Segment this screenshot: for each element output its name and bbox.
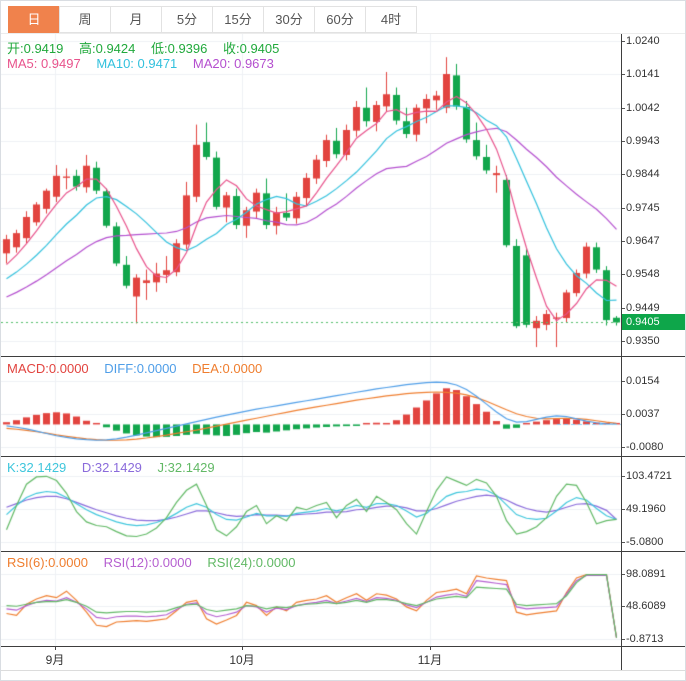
y-axis-label: 0.9943: [621, 135, 660, 147]
j-value: J:32.1429: [157, 460, 215, 475]
x-axis-tick: [55, 646, 56, 650]
current-price-tag: 0.9405: [622, 314, 685, 330]
macd-legend: MACD:0.0000 DIFF:0.0000 DEA:0.0000: [7, 361, 274, 376]
panel-divider: [1, 356, 685, 357]
tab-4hour[interactable]: 4时: [365, 6, 417, 33]
ohlc-legend: 开:0.9419 高:0.9424 低:0.9396 收:0.9405: [7, 38, 291, 57]
y-axis-label: -0.0080: [620, 441, 664, 453]
ma-legend: MA5: 0.9497 MA10: 0.9471 MA20: 0.9673: [7, 56, 286, 71]
candlestick-chart[interactable]: [1, 34, 621, 356]
y-axis-label: 48.6089: [621, 600, 666, 612]
x-axis-tick: [242, 646, 243, 650]
rsi-chart[interactable]: [1, 552, 621, 646]
y-axis-label: 98.0891: [621, 568, 666, 580]
tab-month[interactable]: 月: [110, 6, 162, 33]
widget-bottom-border: [1, 670, 685, 671]
y-axis-line: [621, 34, 622, 670]
y-axis-label: 0.0154: [621, 375, 660, 387]
low-value: 低:0.9396: [151, 41, 208, 56]
y-axis-label: 0.9449: [621, 302, 660, 314]
y-axis-label: 49.1960: [621, 503, 666, 515]
y-axis-label: 0.0037: [621, 408, 660, 420]
y-axis-label: 1.0042: [621, 102, 660, 114]
ma10-value: MA10: 0.9471: [96, 56, 178, 71]
ma20-value: MA20: 0.9673: [192, 56, 274, 71]
close-value: 收:0.9405: [223, 41, 280, 56]
timeframe-toolbar: 日 周 月 5分 15分 30分 60分 4时: [8, 6, 417, 33]
y-axis-label: 0.9844: [621, 168, 660, 180]
tab-week[interactable]: 周: [59, 6, 111, 33]
y-axis-label: 103.4721: [621, 470, 672, 482]
panel-divider: [1, 456, 685, 457]
rsi6-value: RSI(6):0.0000: [7, 555, 88, 570]
y-axis-label: 0.9350: [621, 335, 660, 347]
panel-divider: [1, 551, 685, 552]
x-axis-label-nov: 11月: [417, 653, 443, 667]
rsi-legend: RSI(6):0.0000 RSI(12):0.0000 RSI(24):0.0…: [7, 555, 308, 570]
rsi24-value: RSI(24):0.0000: [207, 555, 296, 570]
kdj-chart[interactable]: [1, 457, 621, 551]
y-axis-label: 1.0240: [621, 35, 660, 47]
x-axis-label-sep: 9月: [45, 653, 65, 667]
x-axis-label-oct: 10月: [229, 653, 255, 667]
x-axis-line: [1, 646, 685, 647]
tab-5min[interactable]: 5分: [161, 6, 213, 33]
tab-15min[interactable]: 15分: [212, 6, 264, 33]
diff-value: DIFF:0.0000: [104, 361, 177, 376]
y-axis-label: -5.0800: [620, 536, 664, 548]
y-axis-label: 0.9745: [621, 202, 660, 214]
dea-value: DEA:0.0000: [192, 361, 263, 376]
tab-day[interactable]: 日: [8, 6, 60, 33]
macd-chart[interactable]: [1, 357, 621, 456]
y-axis-label: -0.8713: [620, 633, 664, 645]
tab-60min[interactable]: 60分: [314, 6, 366, 33]
y-axis-label: 0.9548: [621, 268, 660, 280]
y-axis-label: 1.0141: [621, 68, 660, 80]
x-axis-tick: [430, 646, 431, 650]
high-value: 高:0.9424: [79, 41, 136, 56]
kdj-legend: K:32.1429 D:32.1429 J:32.1429: [7, 460, 227, 475]
tab-30min[interactable]: 30分: [263, 6, 315, 33]
rsi12-value: RSI(12):0.0000: [103, 555, 192, 570]
d-value: D:32.1429: [81, 460, 142, 475]
toolbar-divider: [1, 33, 685, 34]
ma5-value: MA5: 0.9497: [7, 56, 81, 71]
macd-value: MACD:0.0000: [7, 361, 89, 376]
y-axis-label: 0.9647: [621, 235, 660, 247]
k-value: K:32.1429: [7, 460, 67, 475]
open-value: 开:0.9419: [7, 41, 64, 56]
